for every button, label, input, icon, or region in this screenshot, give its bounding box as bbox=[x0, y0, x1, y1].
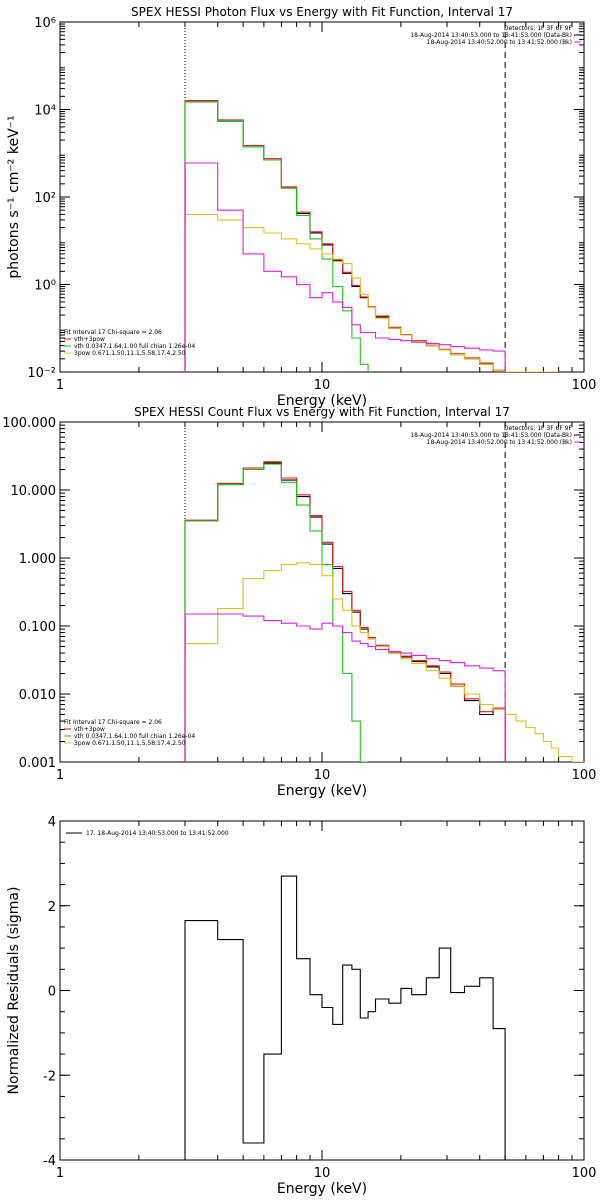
series-bk bbox=[184, 162, 506, 372]
chart-panel-3: 1 10 100 -4 -2 0 2 4 Energy (keV) Normalized Resi… bbox=[6, 815, 596, 1197]
legend-line: vth 0.0347,1.64,1.00 full chian 1.26e-04 bbox=[74, 733, 195, 740]
series-3pow bbox=[184, 213, 559, 372]
x-tick-label: 1 bbox=[56, 378, 64, 393]
series-vth bbox=[184, 101, 369, 372]
legend-line: 3pow 0.671,1.50,11.1,5.58,17.4,2.50 bbox=[74, 350, 186, 357]
x-tick-label: 1 bbox=[56, 1166, 64, 1181]
header-line: Detectors: 1F 3F 6F 9F bbox=[504, 25, 573, 32]
header-line: 18-Aug-2014 13:40:53.000 to 13:41:53.000… bbox=[410, 432, 572, 439]
legend-line: Fit Interval 17 Chi-square = 2.06 bbox=[64, 329, 162, 336]
series-vth-3pow bbox=[184, 461, 506, 762]
series-3pow bbox=[184, 562, 584, 762]
legend-line: Fit Interval 17 Chi-square = 2.06 bbox=[64, 719, 162, 726]
x-tick-label: 100 bbox=[572, 768, 597, 783]
x-tick-label: 100 bbox=[572, 1166, 597, 1181]
header-line: Detectors: 1F 3F 6F 9F bbox=[504, 425, 573, 432]
y-tick-label: 10⁴ bbox=[34, 104, 56, 119]
x-tick-label: 100 bbox=[572, 378, 597, 393]
x-axis-label: Energy (keV) bbox=[277, 783, 367, 799]
y-tick-label: -2 bbox=[43, 1069, 56, 1084]
series-vth bbox=[184, 463, 369, 762]
legend-line: vth+3pow bbox=[74, 336, 105, 343]
series-vth-3pow bbox=[184, 100, 506, 372]
x-tick-label: 1 bbox=[56, 768, 64, 783]
header-line: 18-Aug-2014 13:40:53.000 to 13:41:53.000… bbox=[410, 32, 572, 39]
x-tick-label: 10 bbox=[314, 1166, 331, 1181]
y-tick-label: 0.010 bbox=[19, 688, 56, 703]
x-tick-label: 10 bbox=[314, 768, 331, 783]
legend-line: vth+3pow bbox=[74, 726, 105, 733]
series-bk bbox=[184, 613, 506, 762]
y-tick-label: 10⁰ bbox=[34, 279, 56, 294]
x-axis-label: Energy (keV) bbox=[277, 1181, 367, 1197]
y-tick-label: -4 bbox=[43, 1154, 56, 1169]
legend-line: 17. 18-Aug-2014 13:40:53.000 to 13:41:52… bbox=[86, 830, 229, 837]
y-tick-label: 2 bbox=[48, 900, 56, 915]
y-tick-label: 1.000 bbox=[19, 552, 56, 567]
series-17-18-aug-2014-13-40-53-000-to-13-41-52-000 bbox=[184, 875, 506, 1160]
chart-panel-2: SPEX HESSI Count Flux vs Energy with Fit… bbox=[2, 405, 596, 799]
chart-panel-1: SPEX HESSI Photon Flux vs Energy with Fi… bbox=[6, 5, 596, 409]
y-axis-label: Normalized Residuals (sigma) bbox=[6, 887, 22, 1095]
y-tick-label: 100.000 bbox=[2, 416, 56, 431]
header-line: 18-Aug-2014 13:40:52.000 to 13:41:52.000… bbox=[427, 439, 572, 446]
y-tick-label: 0 bbox=[48, 985, 56, 1000]
y-tick-label: 10.000 bbox=[11, 484, 57, 499]
y-tick-label: 0.001 bbox=[19, 756, 56, 771]
chart-title: SPEX HESSI Count Flux vs Energy with Fit… bbox=[134, 405, 510, 419]
y-axis-label: photons s⁻¹ cm⁻² keV⁻¹ bbox=[6, 115, 22, 278]
legend-line: 3pow 0.671,1.50,11.1,5.58,17.4,2.50 bbox=[74, 740, 186, 747]
legend-line: vth 0.0347,1.64,1.00 full chian 1.26e-04 bbox=[74, 343, 195, 350]
y-tick-label: 4 bbox=[48, 815, 56, 830]
series-data bbox=[184, 462, 506, 762]
x-tick-label: 10 bbox=[314, 378, 331, 393]
series-data bbox=[184, 101, 506, 372]
x-axis-label: Energy (keV) bbox=[277, 393, 367, 409]
y-tick-label: 10² bbox=[34, 191, 56, 206]
y-tick-label: 10⁻² bbox=[27, 366, 56, 381]
chart-title: SPEX HESSI Photon Flux vs Energy with Fi… bbox=[131, 5, 513, 19]
y-tick-label: 10⁶ bbox=[34, 16, 56, 31]
header-line: 18-Aug-2014 13:40:52.000 to 13:41:52.000… bbox=[427, 39, 572, 46]
y-tick-label: 0.100 bbox=[19, 620, 56, 635]
